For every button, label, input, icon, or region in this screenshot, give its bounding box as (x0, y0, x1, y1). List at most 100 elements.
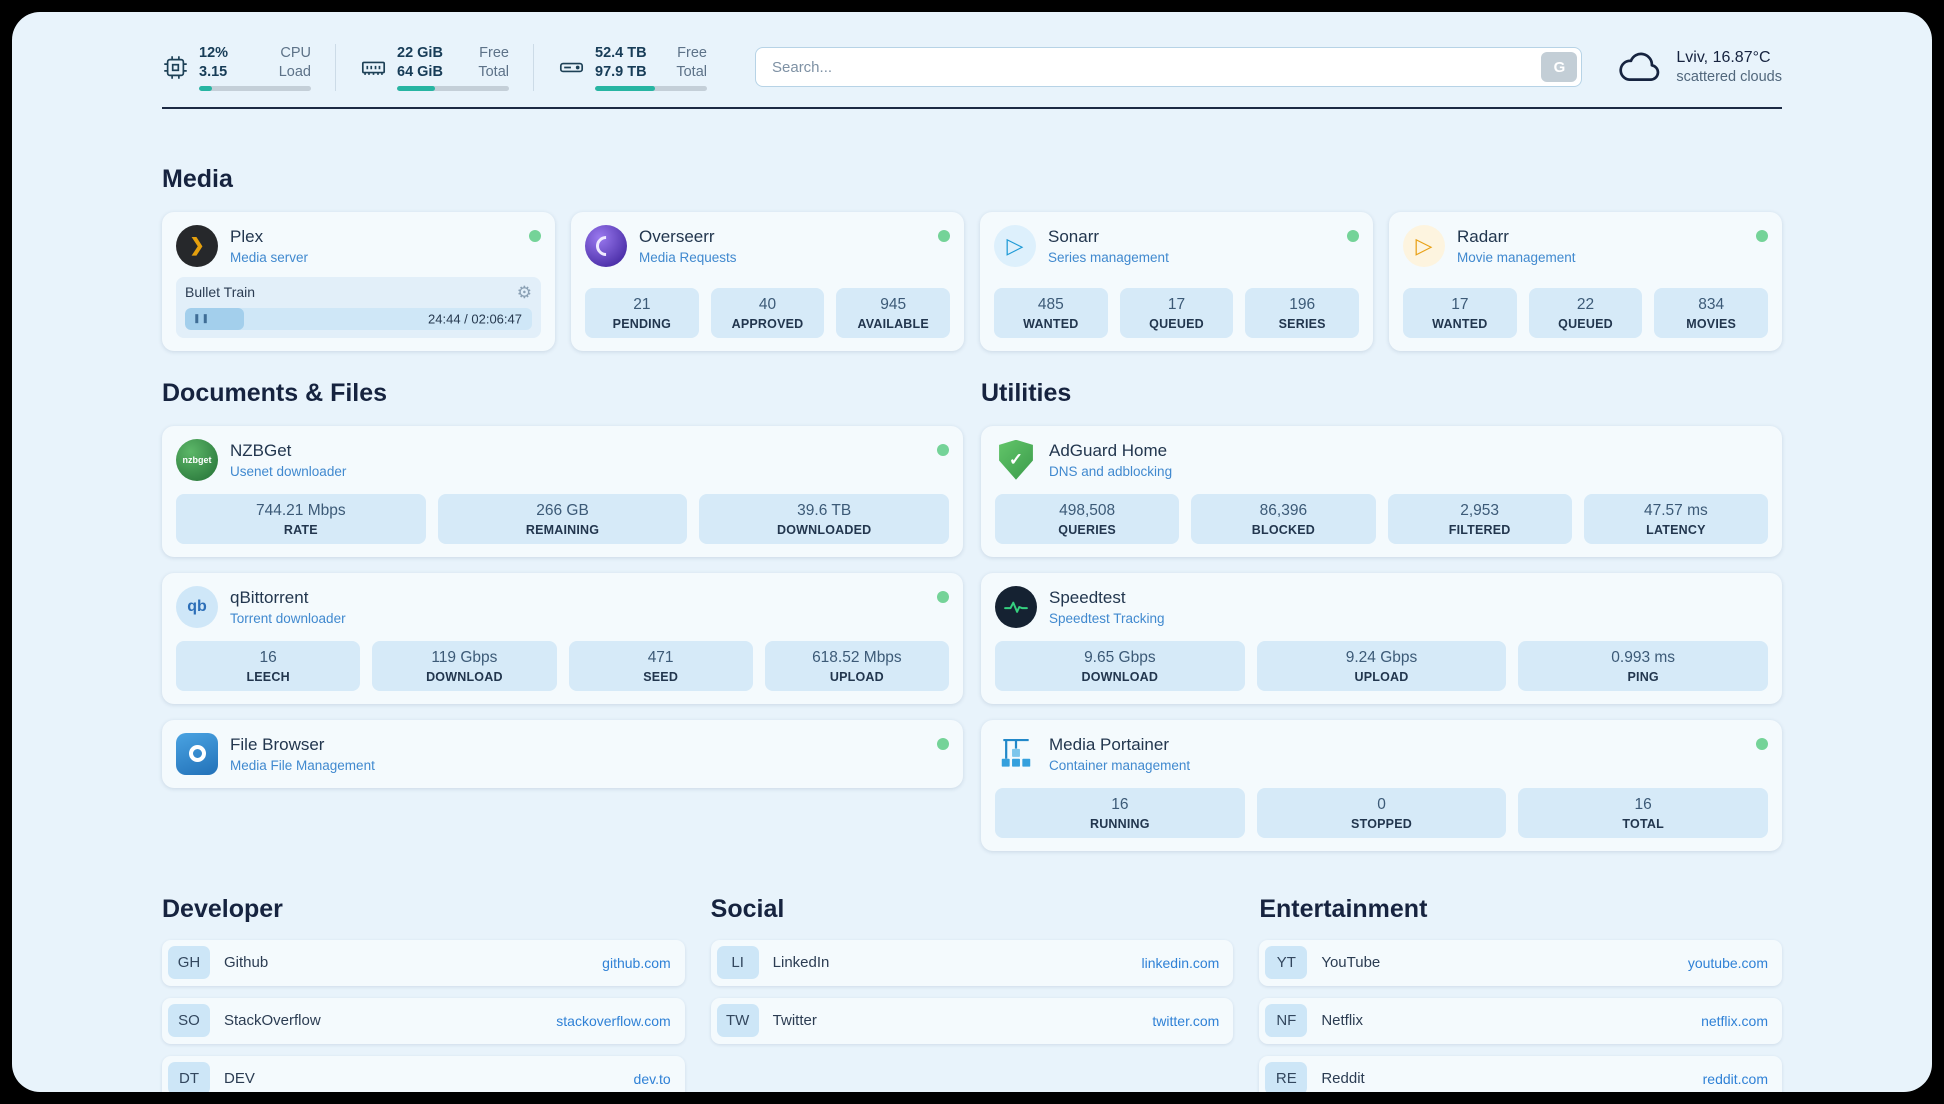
app-subtitle: Series management (1048, 249, 1169, 265)
cpu-load-label: Load (278, 63, 311, 80)
bookmark-link[interactable]: stackoverflow.com (556, 1012, 671, 1029)
utilities-column: Utilities ✓ AdGuard Home DNS and adblock… (981, 379, 1782, 851)
app-card-radarr[interactable]: ▷ Radarr Movie management 17 WANTED 22 QUE… (1389, 211, 1782, 351)
stat-label: MOVIES (1686, 316, 1737, 331)
stat-pending: 21 PENDING (585, 287, 699, 338)
playback-time: 24:44 / 02:06:47 (428, 311, 522, 327)
bookmark-dev[interactable]: DT DEV dev.to (162, 1055, 685, 1092)
bookmark-stackoverflow[interactable]: SO StackOverflow stackoverflow.com (162, 997, 685, 1044)
stat-label: QUEUED (1149, 316, 1204, 331)
section-title-documents: Documents & Files (162, 378, 388, 407)
bookmark-link[interactable]: reddit.com (1702, 1070, 1768, 1087)
app-card-qbittorrent[interactable]: qb qBittorrent Torrent downloader 16 LEEC… (162, 572, 963, 704)
stat-series: 196 SERIES (1245, 287, 1360, 338)
system-metrics: 12% CPU 3.15 Load 22 GiB Free 64 GiB Total (162, 44, 731, 91)
app-card-plex[interactable]: ❯ Plex Media server Bullet Train ⚙ ❚❚ 24… (162, 211, 555, 351)
stat-label: LATENCY (1646, 522, 1706, 537)
stat-value: 40 (758, 295, 777, 313)
bookmark-linkedin[interactable]: LI LinkedIn linkedin.com (710, 939, 1234, 986)
app-card-overseerr[interactable]: Overseerr Media Requests 21 PENDING 40 APP… (571, 211, 964, 351)
stat-label: LEECH (246, 669, 290, 684)
stat-value: 471 (647, 648, 674, 666)
playback-progress-bar[interactable]: ❚❚ 24:44 / 02:06:47 (185, 307, 532, 330)
bookmark-twitter[interactable]: TW Twitter twitter.com (710, 997, 1234, 1044)
stat-upload: 618.52 Mbps UPLOAD (764, 640, 949, 691)
stat-label: UPLOAD (829, 669, 884, 684)
stat-label: PENDING (612, 316, 672, 331)
bookmark-link[interactable]: netflix.com (1701, 1012, 1768, 1029)
gear-icon[interactable]: ⚙ (516, 282, 532, 302)
top-bar: 12% CPU 3.15 Load 22 GiB Free 64 GiB Total (162, 44, 1782, 91)
bookmark-link[interactable]: github.com (602, 954, 671, 971)
app-subtitle: Media server (230, 249, 309, 265)
section-title-entertainment: Entertainment (1259, 894, 1428, 923)
bookmark-link[interactable]: youtube.com (1687, 954, 1768, 971)
stat-value: 266 GB (536, 501, 589, 519)
bookmark-abbr: LI (716, 946, 759, 980)
ram-free-value: 22 GiB (397, 45, 443, 61)
app-card-speedtest[interactable]: Speedtest Speedtest Tracking 9.65 Gbps DO… (981, 572, 1782, 704)
status-dot (1756, 229, 1768, 242)
bookmark-group-entertainment: Entertainment YT YouTube youtube.com NF … (1259, 895, 1782, 1092)
stat-label: WANTED (1023, 316, 1079, 331)
bookmark-github[interactable]: GH Github github.com (162, 939, 685, 986)
media-grid: ❯ Plex Media server Bullet Train ⚙ ❚❚ 24… (162, 211, 1782, 351)
stat-value: 498,508 (1059, 501, 1116, 519)
stat-label: FILTERED (1448, 522, 1511, 537)
cpu-usage-bar (199, 85, 311, 91)
stat-download: 119 Gbps DOWNLOAD (372, 640, 557, 691)
app-card-portainer[interactable]: Media Portainer Container management 16 R… (981, 719, 1782, 851)
search-input[interactable] (755, 47, 1583, 88)
bookmark-name: Netflix (1321, 1012, 1364, 1030)
stat-queued: 22 QUEUED (1528, 287, 1643, 338)
sonarr-icon: ▷ (994, 224, 1036, 267)
bookmark-name: Reddit (1321, 1070, 1365, 1088)
stat-value: 17 (1451, 295, 1469, 313)
app-card-nzbget[interactable]: nzbget NZBGet Usenet downloader 744.21 M… (162, 425, 963, 557)
status-dot (938, 229, 950, 242)
now-playing-widget: Bullet Train ⚙ ❚❚ 24:44 / 02:06:47 (176, 276, 541, 338)
ram-metric: 22 GiB Free 64 GiB Total (335, 44, 533, 91)
stat-value: 39.6 TB (797, 501, 852, 519)
bookmark-link[interactable]: twitter.com (1152, 1012, 1220, 1029)
weather-widget[interactable]: Lviv, 16.87°C scattered clouds (1616, 49, 1782, 85)
stat-label: REMAINING (525, 522, 600, 537)
app-card-filebrowser[interactable]: File Browser Media File Management (162, 719, 963, 788)
bookmark-link[interactable]: linkedin.com (1141, 954, 1220, 971)
bookmark-name: DEV (224, 1070, 255, 1088)
status-dot (937, 443, 949, 456)
stat-label: STOPPED (1351, 816, 1412, 831)
stat-value: 945 (880, 295, 907, 313)
app-name: Speedtest (1049, 587, 1126, 607)
bookmark-netflix[interactable]: NF Netflix netflix.com (1259, 997, 1782, 1044)
dashboard: 12% CPU 3.15 Load 22 GiB Free 64 GiB Total (12, 12, 1932, 1092)
pause-icon[interactable]: ❚❚ (193, 313, 211, 324)
disk-free-value: 52.4 TB (595, 45, 647, 61)
stat-rate: 744.21 Mbps RATE (176, 493, 426, 544)
stat-leech: 16 LEECH (176, 640, 361, 691)
search-bar: G (755, 47, 1583, 88)
section-title-media: Media (162, 164, 233, 193)
app-card-adguard[interactable]: ✓ AdGuard Home DNS and adblocking 498,50… (981, 425, 1782, 557)
search-engine-button[interactable]: G (1541, 52, 1578, 83)
bookmark-link[interactable]: dev.to (633, 1070, 671, 1087)
filebrowser-icon (176, 732, 218, 775)
bookmark-group-social: Social LI LinkedIn linkedin.com TW Twitt… (710, 895, 1234, 1092)
documents-column: Documents & Files nzbget NZBGet Usenet d… (162, 379, 963, 851)
stat-label: RUNNING (1089, 816, 1150, 831)
overseerr-icon (585, 224, 627, 267)
bookmark-reddit[interactable]: RE Reddit reddit.com (1259, 1055, 1782, 1092)
stat-label: SEED (643, 669, 679, 684)
status-dot (1347, 229, 1359, 242)
app-card-sonarr[interactable]: ▷ Sonarr Series management 485 WANTED 17 Q… (980, 211, 1373, 351)
stat-ping: 0.993 ms PING (1518, 640, 1769, 691)
app-name: Radarr (1457, 226, 1509, 246)
stat-value: 744.21 Mbps (256, 501, 346, 519)
stat-value: 86,396 (1259, 501, 1308, 519)
cpu-metric: 12% CPU 3.15 Load (162, 44, 335, 91)
ram-usage-bar (397, 85, 509, 91)
stat-value: 16 (1111, 795, 1129, 813)
stat-value: 9.65 Gbps (1084, 648, 1156, 666)
weather-location: Lviv, 16.87°C (1676, 49, 1771, 67)
bookmark-youtube[interactable]: YT YouTube youtube.com (1259, 939, 1782, 986)
